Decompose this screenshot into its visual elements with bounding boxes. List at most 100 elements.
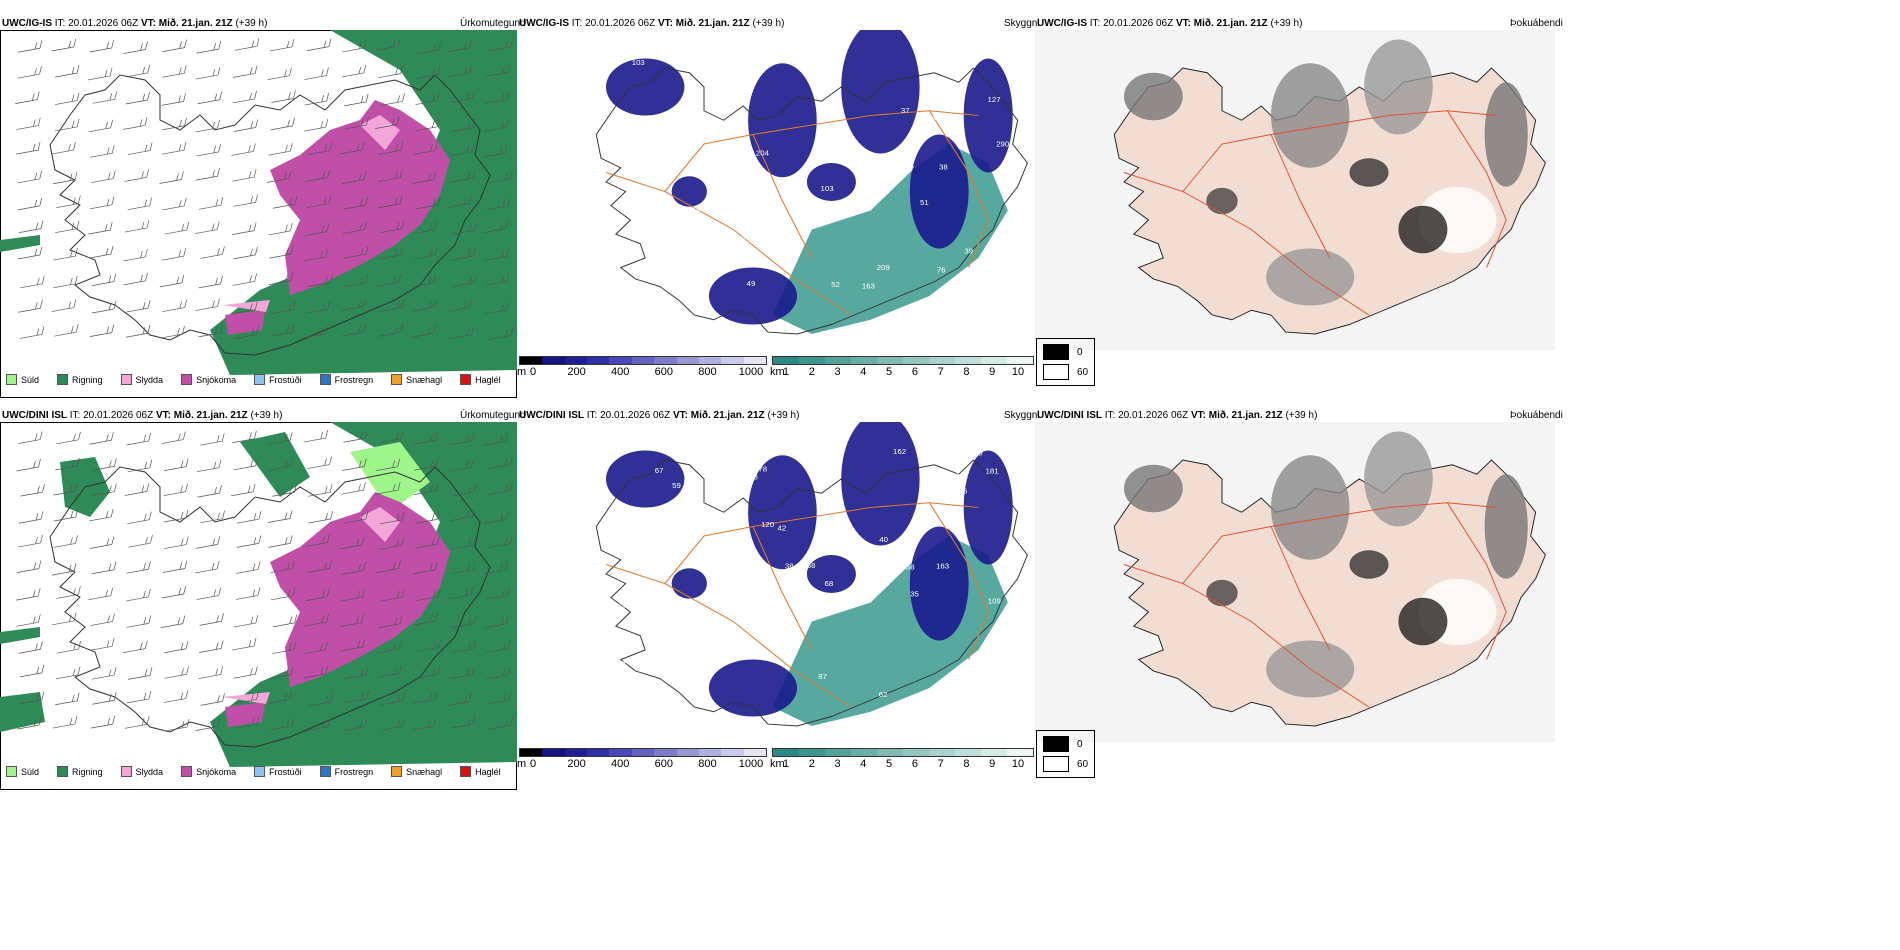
visibility-value-label: 49: [747, 279, 756, 288]
colorbar-tick: 7: [937, 366, 944, 378]
legend-swatch: [254, 374, 266, 385]
fog-index-area: [1398, 205, 1448, 254]
fog-legend-value: 0: [1077, 346, 1083, 358]
visibility-value-label: 42: [661, 150, 670, 159]
snow-area: [225, 310, 265, 335]
mountain-visibility-area: [606, 450, 685, 508]
visibility-value-label: 47: [735, 555, 744, 564]
fog-indicator-map[interactable]: [1035, 30, 1555, 350]
precip-type-map[interactable]: [0, 422, 517, 790]
fog-index-area: [1364, 39, 1433, 135]
legend-label: Frostúði: [269, 374, 302, 385]
legend-swatch: [460, 374, 472, 385]
visibility-value-label: 38: [939, 163, 948, 172]
colorbar-tick: 4: [860, 758, 867, 770]
legend-item: Snjókoma: [181, 374, 236, 385]
fog-index-area: [1271, 455, 1350, 560]
colorbar-tick: 400: [611, 758, 630, 770]
lead-time: (+39 h): [235, 18, 268, 29]
fog-legend: 0 60: [1036, 338, 1096, 386]
legend-swatch: [181, 766, 193, 777]
visibility-value-label: 37: [634, 142, 643, 151]
mountain-visibility-area: [671, 568, 707, 599]
visibility-value-label: 37: [660, 276, 669, 285]
panel-header: UWC/DINI ISL IT: 20.01.2026 06Z VT: Mið.…: [1037, 410, 1317, 421]
visibility-value-label: 132: [703, 153, 716, 162]
fog-legend-value: 0: [1077, 738, 1083, 750]
rain-area: [210, 30, 517, 375]
sleet-area: [222, 692, 270, 704]
mountain-visibility-area: [841, 30, 920, 154]
visibility-value-label: 199: [945, 303, 958, 312]
colorbar-tick: 800: [698, 758, 717, 770]
drizzle-area: [350, 442, 430, 512]
colorbar-tick: 3: [834, 366, 841, 378]
fog-index-area: [1364, 431, 1433, 527]
visibility-value-label: 38: [785, 562, 794, 571]
colorbar-tick: 7: [937, 758, 944, 770]
sleet-area: [360, 507, 400, 542]
legend-swatch: [57, 766, 69, 777]
fog-legend-value: 60: [1077, 758, 1089, 770]
colorbar-tick: 9: [989, 366, 996, 378]
valid-time-label: VT:: [155, 410, 171, 421]
colorbar-tick: 2: [808, 758, 815, 770]
lead-time: (+39 h): [1285, 410, 1318, 421]
visibility-value-label: 31: [1006, 661, 1015, 670]
legend-label: Slydda: [135, 374, 164, 385]
init-time: IT: 20.01.2026 06Z: [54, 18, 139, 29]
fog-index-area: [1484, 474, 1528, 579]
legend-swatch: [391, 766, 403, 777]
legend-label: Frostregn: [334, 374, 374, 385]
visibility-value-label: 67: [906, 164, 915, 173]
visibility-colorbar: km 1 2 3 4 5 6 7 8 9 10: [770, 748, 1034, 771]
legend-item: Rigning: [57, 766, 103, 777]
visibility-value-label: 65: [730, 91, 739, 100]
fog-legend-swatch: [1043, 756, 1069, 772]
valid-time-label: VT:: [672, 410, 688, 421]
colorbar-tick: 3: [834, 758, 841, 770]
sleet-area: [222, 300, 270, 312]
colorbar-tick: 10: [1011, 366, 1025, 378]
rain-area: [370, 422, 517, 482]
visibility-value-label: 33: [617, 659, 626, 668]
legend-item: Rigning: [57, 374, 103, 385]
visibility-value-label: 37: [901, 106, 910, 115]
visibility-map[interactable]: 69 43 80 51 50 65 76 86 58 67 38 149 103 92 397 209 103 2…: [517, 30, 1037, 350]
fog-index-area: [1124, 72, 1183, 121]
colorbar-tick: 0: [529, 366, 537, 378]
legend-swatch: [254, 766, 266, 777]
colorbar-tick: 9: [989, 758, 996, 770]
visibility-value-label: 87: [818, 672, 827, 681]
panel-title: Úrkomutegund: [460, 18, 526, 29]
init-time: IT: 20.01.2026 06Z: [586, 410, 671, 421]
init-time: IT: 20.01.2026 06Z: [1104, 410, 1189, 421]
legend-item: Snjókoma: [181, 766, 236, 777]
init-time: IT: 20.01.2026 06Z: [571, 18, 656, 29]
visibility-value-label: 92: [925, 303, 934, 312]
rain-area: [240, 432, 310, 497]
precip-type-map[interactable]: [0, 30, 517, 398]
road-network: [1123, 502, 1507, 708]
legend-swatch: [319, 374, 331, 385]
valid-time: Mið. 21.jan. 21Z: [173, 410, 248, 421]
colorbar-tick: 400: [611, 366, 630, 378]
fog-indicator-map[interactable]: [1035, 422, 1555, 742]
lead-time: (+39 h): [1270, 18, 1303, 29]
rain-area: [370, 30, 517, 90]
valid-time: Mið. 21.jan. 21Z: [158, 18, 233, 29]
mountain-visibility-area: [963, 58, 1013, 173]
visibility-map[interactable]: 58 41 67 47 62 46 33 31 35 59 106 123 120 109 210 162 17…: [517, 422, 1037, 742]
visibility-value-label: 123: [640, 605, 653, 614]
visibility-value-label: 58: [807, 561, 816, 570]
fog-index-area: [1398, 597, 1448, 646]
visibility-value-label: 80: [676, 58, 685, 67]
height-colorbar: m 0 200 400 600 800 1000: [517, 356, 767, 379]
height-colorbar: m 0 200 400 600 800 1000: [517, 748, 767, 771]
fog-legend-item: 60: [1043, 754, 1088, 774]
colorbar-tick: 4: [860, 366, 867, 378]
mountain-visibility-area: [963, 450, 1013, 565]
mountain-visibility-area: [606, 58, 685, 116]
visibility-value-label: 58: [906, 563, 915, 572]
visibility-value-label: 162: [893, 447, 906, 456]
